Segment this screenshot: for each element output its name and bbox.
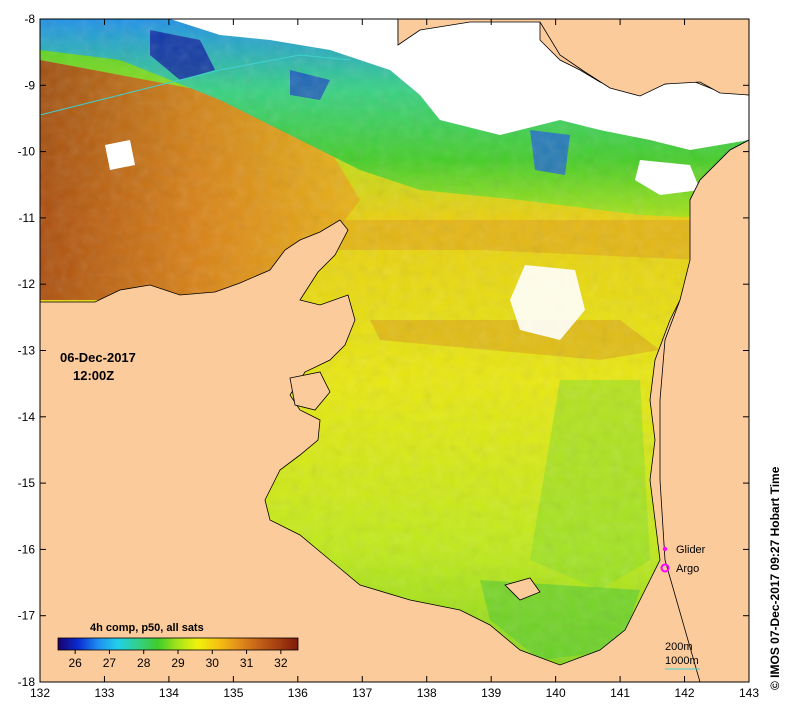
y-tick-label: -8 — [24, 12, 35, 26]
y-tick-label: -18 — [18, 675, 36, 689]
cloud-mask-patch-2 — [105, 140, 135, 170]
y-tick-label: -14 — [18, 410, 36, 424]
platform-legend: Glider Argo — [660, 544, 706, 575]
contour-200m — [40, 54, 351, 116]
x-axis: 132 133 134 135 136 137 138 139 140 141 142 143 — [30, 19, 759, 700]
map-plot-area — [40, 19, 749, 682]
colorbar-title: 4h comp, p50, all sats — [90, 622, 204, 634]
land-cape-york — [659, 139, 749, 682]
x-tick-label: 139 — [481, 686, 501, 700]
contour-200m-label: 200m — [665, 641, 693, 653]
cloud-mask-patch-1 — [635, 160, 700, 195]
y-tick-label: -15 — [18, 476, 36, 490]
argo-marker-icon — [660, 563, 670, 573]
x-tick-label: 135 — [223, 686, 243, 700]
colorbar-tick-label: 26 — [68, 656, 82, 670]
time-label: 12:00Z — [73, 368, 114, 383]
x-tick-label: 137 — [352, 686, 372, 700]
x-tick-label: 143 — [739, 686, 759, 700]
colorbar-tick-label: 31 — [240, 656, 254, 670]
contour-legend: 200m 1000m — [665, 641, 700, 670]
colorbar-tick-label: 29 — [171, 656, 185, 670]
argo-label: Argo — [676, 563, 699, 575]
y-tick-label: -13 — [18, 344, 36, 358]
colorbar-tick-label: 27 — [103, 656, 117, 670]
y-tick-label: -10 — [18, 145, 36, 159]
x-tick-label: 133 — [94, 686, 114, 700]
x-tick-label: 140 — [546, 686, 566, 700]
colorbar-ticks: 26 27 28 29 30 31 32 — [68, 650, 288, 670]
x-tick-label: 138 — [417, 686, 437, 700]
y-tick-label: -12 — [18, 277, 36, 291]
y-axis: -8 -9 -10 -11 -12 -13 -14 -15 -16 -17 -18 — [18, 12, 749, 689]
colorbar: 4h comp, p50, all sats 26 27 28 29 30 31 32 — [57, 622, 299, 670]
land-groote-eylandt — [289, 371, 331, 411]
colorbar-tick-label: 32 — [274, 656, 288, 670]
date-label: 06-Dec-2017 — [60, 350, 136, 365]
land-mornington-island — [504, 577, 541, 601]
x-tick-label: 132 — [30, 686, 50, 700]
glider-marker-icon — [662, 546, 668, 552]
colorbar-tick-label: 28 — [137, 656, 151, 670]
y-tick-label: -16 — [18, 542, 36, 556]
x-tick-label: 142 — [675, 686, 695, 700]
x-tick-label: 136 — [288, 686, 308, 700]
x-tick-label: 141 — [610, 686, 630, 700]
glider-label: Glider — [676, 544, 706, 556]
y-tick-label: -9 — [24, 78, 35, 92]
y-tick-label: -11 — [19, 211, 36, 225]
colorbar-tick-label: 30 — [206, 656, 220, 670]
y-tick-label: -17 — [18, 609, 36, 623]
cloud-mask-gulf — [510, 265, 585, 340]
colorbar-scale — [57, 637, 299, 651]
land-new-guinea-main — [397, 19, 749, 97]
contour-1000m-label: 1000m — [665, 655, 699, 667]
x-tick-label: 134 — [159, 686, 179, 700]
credit-label: © IMOS 07-Dec-2017 09:27 Hobart Time — [768, 466, 782, 690]
